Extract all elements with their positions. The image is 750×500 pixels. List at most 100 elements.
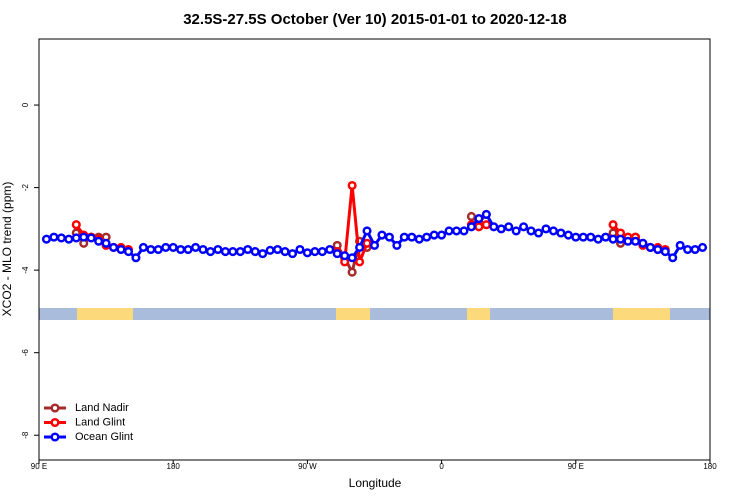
point: [608, 234, 618, 244]
point: [608, 220, 618, 230]
point: [146, 244, 156, 255]
legend-label: Land Glint: [75, 416, 125, 428]
y-tick-label: 0: [21, 102, 30, 107]
point: [302, 248, 312, 258]
point: [347, 253, 357, 263]
point: [109, 242, 119, 252]
point: [153, 244, 163, 255]
point: [56, 233, 66, 243]
point: [317, 247, 327, 257]
y-tick-label: -2: [21, 183, 30, 191]
point: [481, 220, 491, 230]
point: [481, 209, 491, 219]
x-tick-label: 90 W: [298, 462, 317, 471]
point: [407, 232, 417, 242]
land-mask: [39, 308, 710, 320]
point: [347, 180, 357, 191]
point: [71, 233, 81, 243]
point: [504, 222, 514, 232]
point: [213, 244, 223, 255]
point: [369, 240, 380, 250]
point: [593, 234, 603, 244]
land-strip: [77, 308, 133, 320]
point: [451, 226, 462, 236]
x-axis-title: Longitude: [349, 476, 402, 490]
point: [384, 232, 394, 242]
point: [71, 220, 81, 230]
point: [94, 236, 104, 246]
point: [519, 222, 529, 232]
chart-title: 32.5S-27.5S October (Ver 10) 2015-01-01 …: [183, 11, 567, 28]
point: [563, 230, 573, 240]
point: [310, 247, 320, 257]
point: [183, 244, 193, 255]
point: [630, 236, 640, 246]
point: [64, 234, 74, 244]
point: [49, 232, 59, 242]
point: [466, 222, 476, 232]
x-tick-label: 90 E: [568, 462, 584, 471]
land-strip: [336, 308, 370, 320]
point: [332, 249, 342, 259]
point: [355, 257, 365, 267]
point: [444, 226, 454, 236]
point: [287, 249, 298, 259]
point: [623, 236, 633, 246]
point: [548, 226, 558, 236]
point: [131, 253, 141, 263]
point: [265, 245, 275, 255]
point: [615, 234, 626, 244]
point: [235, 247, 245, 257]
point: [526, 226, 536, 236]
point: [392, 240, 402, 250]
point: [466, 211, 476, 222]
point: [533, 228, 544, 238]
point: [556, 228, 566, 238]
point: [243, 244, 253, 255]
land-strip: [467, 308, 490, 320]
point: [138, 242, 148, 252]
y-tick-label: -6: [21, 349, 30, 357]
point: [496, 224, 506, 234]
point: [355, 242, 365, 252]
point: [474, 222, 484, 232]
legend-label: Ocean Glint: [75, 431, 133, 443]
point: [422, 232, 432, 242]
plot-frame: [38, 38, 711, 461]
legend-marker: [50, 417, 60, 428]
point: [697, 242, 708, 252]
y-tick-label: -4: [21, 266, 30, 274]
x-tick-label: 180: [167, 462, 181, 471]
point: [429, 230, 439, 240]
point: [280, 247, 290, 257]
point: [347, 267, 357, 277]
point: [414, 234, 424, 244]
point: [176, 244, 186, 255]
point: [683, 244, 693, 255]
point: [362, 238, 372, 248]
point: [273, 244, 283, 255]
point: [645, 242, 655, 252]
point: [168, 242, 178, 252]
point: [586, 232, 596, 242]
point: [377, 230, 387, 240]
point: [399, 232, 409, 242]
point: [116, 244, 126, 255]
point: [220, 247, 230, 257]
point: [474, 213, 484, 224]
point: [205, 247, 216, 257]
point: [258, 249, 268, 259]
point: [191, 242, 201, 252]
point: [161, 242, 171, 252]
point: [511, 226, 521, 236]
y-tick-label: -8: [21, 431, 30, 439]
point: [653, 244, 663, 255]
legend-marker: [50, 432, 60, 442]
point: [571, 232, 581, 242]
ocean-strip: [39, 308, 710, 320]
point: [79, 232, 89, 242]
point: [198, 244, 208, 255]
point: [668, 253, 678, 263]
point: [295, 244, 305, 255]
x-tick-label: 90 E: [31, 462, 47, 471]
